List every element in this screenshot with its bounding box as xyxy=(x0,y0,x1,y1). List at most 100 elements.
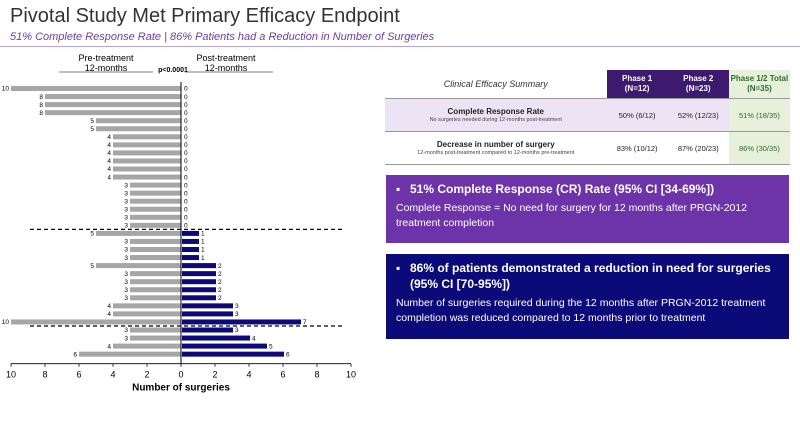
pre-value-label: 4 xyxy=(107,303,111,310)
post-treatment-bar xyxy=(182,303,233,309)
pre-treatment-bar xyxy=(113,303,181,309)
x-tick-label: 10 xyxy=(346,370,356,380)
surgery-reduction-callout: ▪ 86% of patients demonstrated a reductio… xyxy=(386,254,789,339)
pre-value-label: 3 xyxy=(124,215,128,222)
pre-treatment-bar xyxy=(113,166,181,172)
pre-value-label: 8 xyxy=(39,94,43,101)
pre-value-label: 5 xyxy=(90,118,94,125)
pre-treatment-bar xyxy=(130,327,181,333)
table-row: Complete Response Rate No surgeries neede… xyxy=(385,98,790,132)
row-name: Complete Response Rate xyxy=(447,107,544,116)
post-value-label: 2 xyxy=(218,263,222,270)
column-n: (N=23) xyxy=(685,84,711,93)
pre-treatment-bar xyxy=(113,311,181,317)
pre-value-label: 3 xyxy=(124,295,128,302)
pre-treatment-bar xyxy=(130,271,181,277)
pre-value-label: 3 xyxy=(124,247,128,254)
post-treatment-bar xyxy=(182,295,216,301)
pre-value-label: 4 xyxy=(107,343,111,350)
pre-treatment-bar xyxy=(79,351,181,357)
post-value-label: 6 xyxy=(286,351,290,358)
pre-value-label: 5 xyxy=(90,231,94,238)
post-value-label: 1 xyxy=(201,239,205,246)
post-treatment-bar xyxy=(182,343,267,349)
pre-value-label: 8 xyxy=(39,110,43,117)
pre-value-label: 3 xyxy=(124,206,128,213)
table-cell: 52% (12/23) xyxy=(667,98,729,132)
post-value-label: 0 xyxy=(184,94,188,101)
post-treatment-bar xyxy=(182,238,199,244)
row-subtext: 12-months post-treatment compared to 12-… xyxy=(417,150,575,156)
post-treatment-bar xyxy=(182,335,250,341)
row-name: Decrease in number of surgery xyxy=(436,140,555,149)
row-label: Decrease in number of surgery 12-months p… xyxy=(385,131,607,165)
callout-heading-text: 86% of patients demonstrated a reduction… xyxy=(410,261,771,291)
post-value-label: 1 xyxy=(201,231,205,238)
post-value-label: 0 xyxy=(184,174,188,181)
post-value-label: 2 xyxy=(218,271,222,278)
post-treatment-bar xyxy=(182,311,233,317)
post-treatment-bar xyxy=(182,247,199,252)
x-tick-label: 0 xyxy=(178,370,183,380)
x-tick-label: 8 xyxy=(314,370,319,380)
pre-value-label: 4 xyxy=(107,174,111,181)
post-value-label: 0 xyxy=(184,206,188,213)
pre-value-label: 6 xyxy=(73,351,77,358)
pre-treatment-bar xyxy=(130,247,181,252)
post-treatment-bar xyxy=(182,319,301,325)
post-value-label: 0 xyxy=(184,86,188,93)
title-divider xyxy=(0,46,800,47)
x-tick-label: 8 xyxy=(42,370,47,380)
column-name: Phase 2 xyxy=(683,74,714,83)
pre-treatment-bar xyxy=(130,287,181,293)
pre-treatment-bar xyxy=(96,126,181,132)
post-value-label: 2 xyxy=(218,279,222,286)
pre-value-label: 3 xyxy=(124,287,128,294)
pre-treatment-bar xyxy=(130,335,181,341)
x-tick-label: 2 xyxy=(212,370,217,380)
pre-treatment-bar xyxy=(130,295,181,301)
post-value-label: 0 xyxy=(184,215,188,222)
pre-value-label: 8 xyxy=(39,102,43,109)
pre-treatment-bar xyxy=(130,279,181,285)
table-cell-total: 86% (30/35) xyxy=(728,131,790,165)
post-treatment-bar xyxy=(182,255,199,261)
bullet-icon: ▪ xyxy=(396,261,401,275)
post-value-label: 0 xyxy=(184,150,188,157)
column-n: (N=35) xyxy=(747,84,772,93)
post-value-label: 0 xyxy=(184,182,188,189)
column-name: Phase 1 xyxy=(621,74,653,83)
post-value-label: 0 xyxy=(184,158,188,165)
table-cell-total: 51% (18/35) xyxy=(728,98,790,132)
pre-treatment-bar xyxy=(11,86,181,91)
post-value-label: 0 xyxy=(184,126,188,133)
column-n: (N=12) xyxy=(624,84,650,93)
post-value-label: 0 xyxy=(184,166,188,173)
x-tick-label: 10 xyxy=(6,370,16,380)
post-value-label: 4 xyxy=(252,335,256,342)
pre-treatment-bar xyxy=(96,118,181,124)
post-value-label: 0 xyxy=(184,190,188,197)
pre-treatment-bar xyxy=(130,214,181,220)
x-axis-title: Number of surgeries xyxy=(132,383,230,394)
pre-treatment-bar xyxy=(113,343,181,349)
pre-value-label: 4 xyxy=(107,166,111,173)
pre-value-label: 3 xyxy=(124,223,128,230)
pre-value-label: 3 xyxy=(124,190,128,197)
pre-value-label: 10 xyxy=(2,86,10,93)
pre-treatment-bar xyxy=(113,174,181,180)
post-value-label: 2 xyxy=(218,287,222,294)
table-cell: 83% (10/12) xyxy=(606,131,668,165)
pre-value-label: 4 xyxy=(107,134,111,141)
pre-treatment-bar xyxy=(96,230,181,236)
row-subtext: No surgeries needed during 12-months pos… xyxy=(429,117,562,123)
pre-value-label: 3 xyxy=(124,335,128,342)
pre-value-label: 4 xyxy=(107,150,111,157)
post-treatment-bar xyxy=(182,327,233,333)
post-value-label: 0 xyxy=(184,223,188,230)
post-value-label: 3 xyxy=(235,311,239,318)
table-header-row: Clinical Efficacy Summary Phase 1 (N=12) … xyxy=(385,70,790,99)
x-tick-label: 2 xyxy=(144,370,149,380)
butterfly-bar-chart: Pre-treatment12-monthsPost-treatment12-m… xyxy=(2,53,356,394)
pre-value-label: 5 xyxy=(90,126,94,133)
